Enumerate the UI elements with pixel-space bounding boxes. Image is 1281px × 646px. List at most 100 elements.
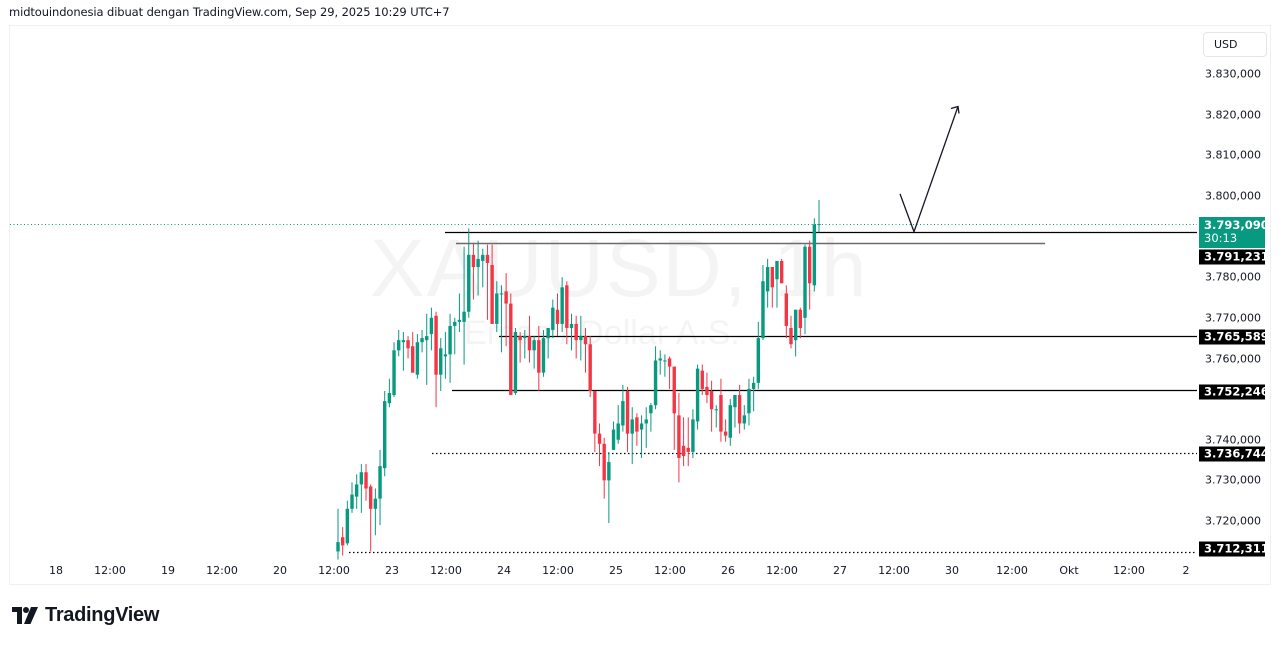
time-tick-label: 24 xyxy=(497,564,511,577)
bar-countdown: 30:13 xyxy=(1204,231,1238,245)
bearish-candle xyxy=(406,340,410,349)
bearish-candle xyxy=(485,254,490,263)
bullish-candle xyxy=(462,311,466,322)
bullish-candle xyxy=(354,484,359,497)
price-tick-label: 3.810,000 xyxy=(1205,148,1261,162)
price-tick-label: 3.780,000 xyxy=(1205,270,1261,284)
bearish-candle xyxy=(719,395,723,432)
bullish-candle xyxy=(756,338,760,383)
bearish-candle xyxy=(434,315,438,375)
price-tick-label: 3.760,000 xyxy=(1205,352,1261,366)
bullish-candle xyxy=(532,340,536,351)
bearish-candle xyxy=(504,291,508,304)
bullish-candle xyxy=(387,392,392,404)
bearish-candle xyxy=(555,309,560,324)
bullish-candle xyxy=(476,258,480,268)
time-tick-label: 12:00 xyxy=(654,564,686,577)
time-tick-label: 30 xyxy=(945,564,959,577)
chart-header-caption: midtouindonesia dibuat dengan TradingVie… xyxy=(9,5,450,19)
bullish-candle xyxy=(420,338,424,343)
bearish-candle xyxy=(340,537,345,546)
bullish-candle xyxy=(639,423,644,430)
time-tick-label: 23 xyxy=(385,564,399,577)
price-tick-label: 3.820,000 xyxy=(1205,108,1261,122)
tradingview-logo-icon xyxy=(12,607,38,624)
tradingview-logo[interactable]: TradingView xyxy=(12,604,159,627)
bullish-candle xyxy=(579,336,583,341)
price-tick-label: 3.740,000 xyxy=(1205,433,1261,447)
bullish-candle xyxy=(392,350,396,396)
bearish-candle xyxy=(583,336,588,345)
bearish-candle xyxy=(565,285,569,328)
price-tick-label: 3.800,000 xyxy=(1205,189,1261,203)
time-tick-label: 26 xyxy=(721,564,735,577)
arrow-head-icon xyxy=(950,105,960,114)
time-tick-label: 27 xyxy=(833,564,847,577)
level-price-tag: 3.712,311 xyxy=(1199,541,1269,557)
bullish-candle xyxy=(621,401,625,426)
bullish-candle xyxy=(765,267,770,292)
bearish-candle xyxy=(518,336,522,341)
bullish-candle xyxy=(495,293,499,324)
last-price-tag: 3.793,090 30:13 xyxy=(1199,217,1269,248)
time-tick-label: 20 xyxy=(273,564,287,577)
last-price-value: 3.793,090 xyxy=(1204,218,1269,232)
bullish-candle xyxy=(616,423,620,440)
price-tick-label: 3.720,000 xyxy=(1205,514,1261,528)
time-tick-label: 12:00 xyxy=(542,564,574,577)
bullish-candle xyxy=(551,307,555,331)
bearish-candle xyxy=(635,417,639,432)
bullish-candle xyxy=(378,466,382,499)
bearish-candle xyxy=(677,415,681,459)
bullish-candle xyxy=(350,494,354,509)
bullish-candle xyxy=(663,360,667,362)
price-tick-label: 3.830,000 xyxy=(1205,67,1261,81)
bullish-candle xyxy=(695,368,700,422)
bullish-candle xyxy=(728,405,732,438)
time-tick-label: 12:00 xyxy=(206,564,238,577)
bearish-candle xyxy=(807,246,812,284)
bullish-candle xyxy=(397,340,401,351)
bullish-candle xyxy=(546,327,550,339)
bearish-candle xyxy=(709,390,714,410)
bearish-candle xyxy=(411,346,415,373)
chart-frame[interactable] xyxy=(9,25,1271,585)
bullish-candle xyxy=(751,382,756,389)
bearish-candle xyxy=(588,344,592,391)
time-tick-label: 25 xyxy=(609,564,623,577)
bullish-candle xyxy=(793,309,798,341)
time-tick-label: 19 xyxy=(161,564,175,577)
level-price-tag: 3.765,589 xyxy=(1199,329,1269,345)
bearish-candle xyxy=(681,445,686,456)
bullish-candle xyxy=(812,224,817,286)
bullish-candle xyxy=(649,405,653,414)
price-tick-label: 3.730,000 xyxy=(1205,473,1261,487)
bullish-candle xyxy=(457,319,462,322)
bullish-candle xyxy=(560,287,564,324)
bearish-candle xyxy=(625,390,630,434)
bullish-candle xyxy=(775,260,779,280)
bearish-candle xyxy=(537,340,541,373)
time-tick-label: Okt xyxy=(1059,564,1079,577)
bearish-candle xyxy=(368,486,373,509)
bullish-candle xyxy=(714,409,718,411)
bearish-candle xyxy=(509,303,513,396)
time-tick-label: 12:00 xyxy=(94,564,126,577)
bullish-candle xyxy=(425,336,429,341)
bearish-candle xyxy=(527,336,532,351)
currency-button[interactable]: USD xyxy=(1203,32,1267,57)
symbol-watermark: XAUUSD, 1h xyxy=(370,223,869,314)
bullish-candle xyxy=(803,246,807,318)
bearish-candle xyxy=(593,390,597,434)
price-tick-label: 3.770,000 xyxy=(1205,311,1261,325)
bullish-candle xyxy=(383,401,387,469)
bullish-candle xyxy=(630,419,634,434)
bullish-candle xyxy=(733,395,737,408)
level-price-tag: 3.736,744 xyxy=(1199,446,1269,462)
bullish-candle xyxy=(481,254,485,261)
bearish-candle xyxy=(705,386,709,396)
bullish-candle xyxy=(443,354,448,357)
level-price-tag: 3.752,246 xyxy=(1199,384,1269,400)
bullish-candle xyxy=(523,336,527,339)
